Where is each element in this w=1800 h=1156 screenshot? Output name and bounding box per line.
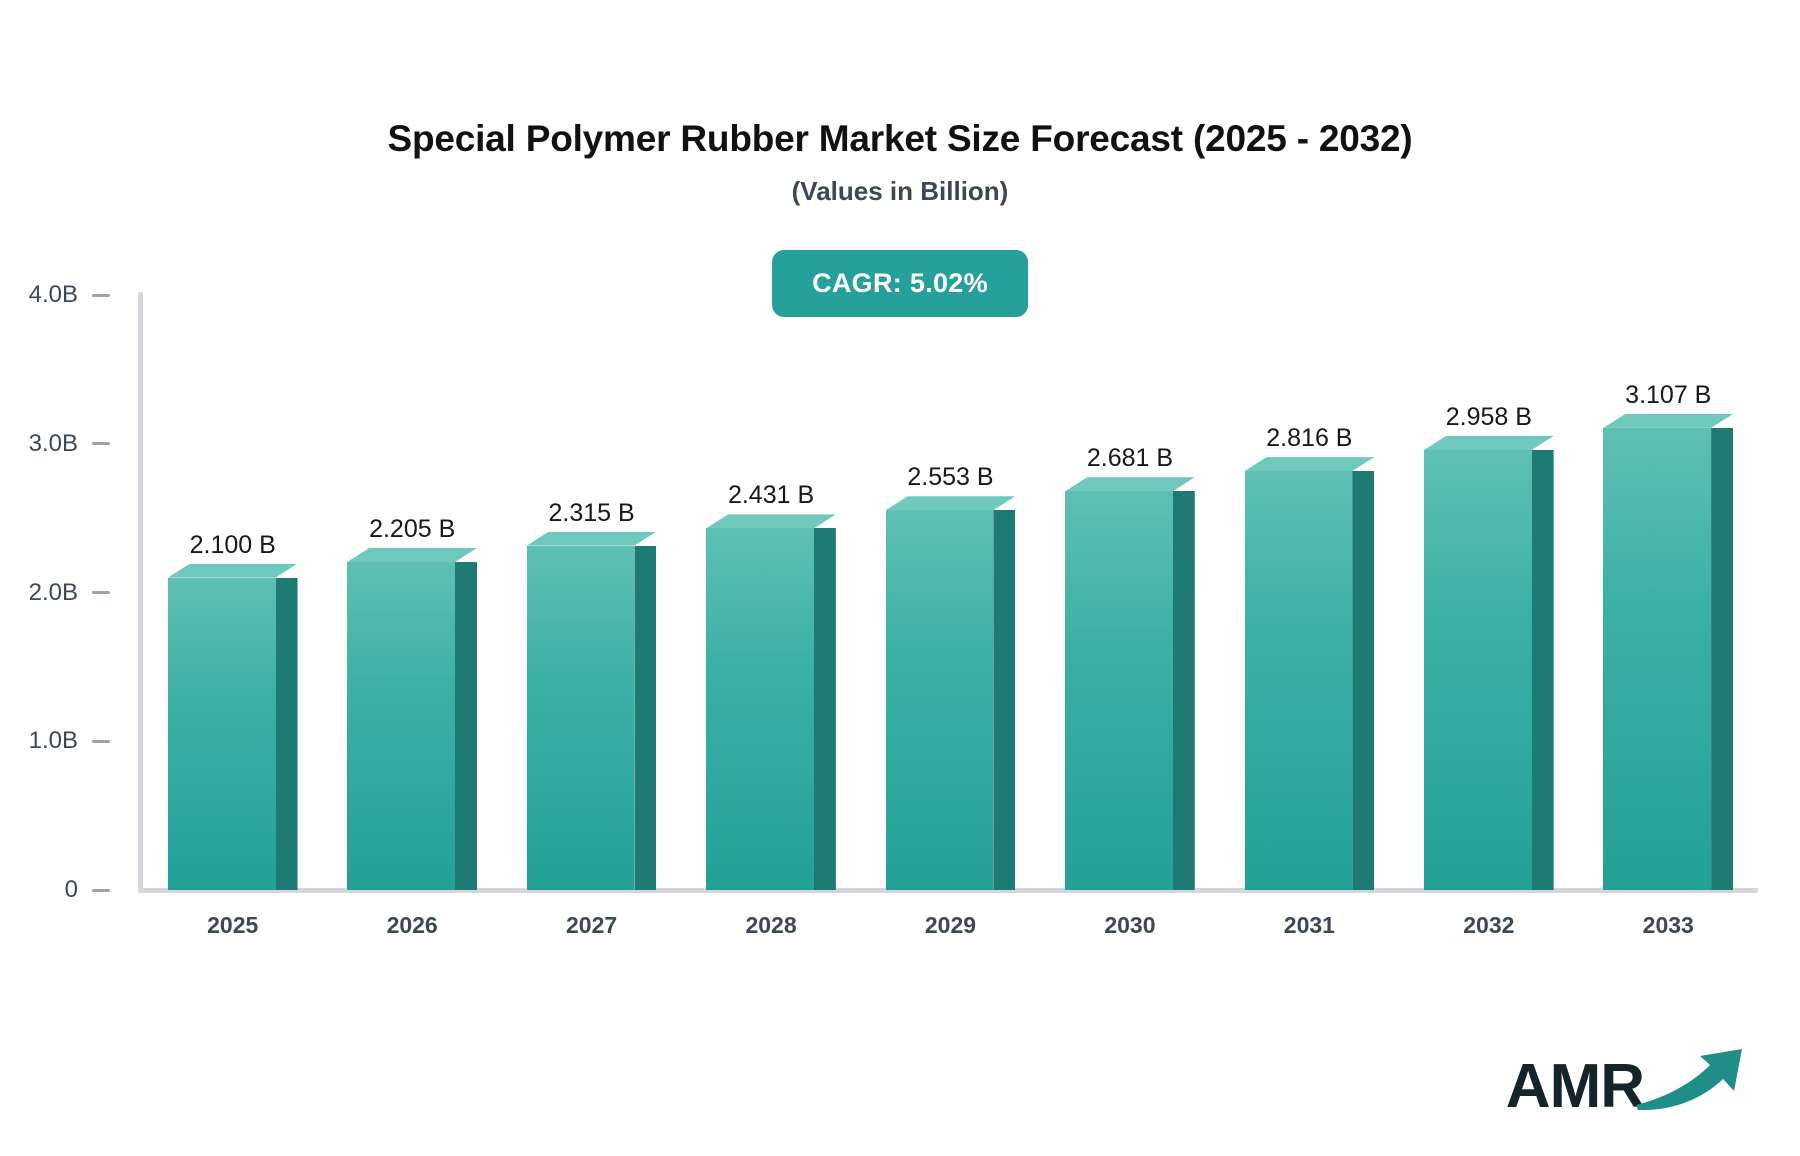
bar[interactable]: 2.816 B [1244, 424, 1375, 890]
bar-front-face [167, 577, 276, 890]
bar-value-label: 2.431 B [727, 481, 815, 510]
bar-side-face [993, 510, 1016, 890]
y-axis-tick-label: 0 [64, 876, 78, 903]
bar[interactable]: 2.100 B [167, 531, 298, 890]
bar[interactable]: 2.315 B [526, 499, 657, 890]
bar-value-label: 2.100 B [189, 530, 276, 559]
bar-side-face [1352, 471, 1375, 890]
y-axis-tick-mark [92, 591, 110, 594]
bar-front-face [1244, 471, 1353, 890]
bar-top-face [886, 496, 1016, 510]
bar-top-face [1424, 436, 1554, 450]
x-axis-label: 2028 [745, 912, 797, 938]
bar-top-face [1065, 477, 1195, 491]
growth-arrow-icon [1630, 1043, 1748, 1116]
y-axis-tick-mark [92, 442, 110, 446]
x-axis-label: 2025 [207, 912, 259, 938]
amr-wordmark: AMR [1505, 1052, 1645, 1121]
bar-top-face [168, 564, 298, 578]
bar-side-face [1531, 450, 1554, 890]
x-axis-label: 2031 [1283, 912, 1335, 938]
bar-value-label: 2.205 B [369, 515, 456, 544]
bar-value-label: 2.315 B [548, 498, 635, 527]
chart-subtitle: (Values in Billion) [791, 176, 1009, 206]
x-axis-label: 2027 [566, 912, 618, 938]
bar[interactable]: 3.107 B [1603, 381, 1734, 890]
y-axis-tick-mark [92, 739, 110, 743]
y-axis-tick: 1.0B [29, 727, 110, 755]
bar-front-face [1065, 491, 1173, 890]
y-axis-tick: 2.0B [29, 579, 110, 607]
bar[interactable]: 2.205 B [347, 515, 477, 890]
bar-side-face [634, 545, 657, 890]
bar-top-face [706, 514, 836, 528]
bar-front-face [1424, 450, 1532, 890]
bar-value-label: 3.107 B [1625, 380, 1712, 409]
bar-top-face [1603, 414, 1733, 428]
x-axis-label: 2029 [924, 912, 977, 938]
x-axis-label: 2033 [1642, 912, 1694, 938]
bar[interactable]: 2.681 B [1065, 444, 1195, 890]
bar-series: 2.100 B 2.205 B 2.315 B 2.431 B 2.553 B 2.681… [143, 288, 1758, 890]
bar-top-face [1245, 457, 1375, 471]
bar-front-face [1603, 427, 1712, 890]
y-axis-tick-label: 1.0B [28, 727, 78, 755]
amr-logo: AMR [1506, 1043, 1748, 1118]
bar-value-label: 2.816 B [1266, 424, 1353, 453]
y-axis-line [138, 292, 143, 892]
bar-side-face [275, 577, 298, 890]
y-axis-tick-label: 3.0B [28, 429, 78, 457]
chart-title: Special Polymer Rubber Market Size Forec… [387, 118, 1413, 159]
bar-value-label: 2.681 B [1086, 444, 1174, 473]
y-axis-tick-label: 4.0B [28, 281, 78, 308]
bar-top-face [527, 532, 657, 546]
bar-side-face [813, 528, 836, 890]
x-axis-label: 2026 [386, 912, 438, 938]
bar-value-label: 2.553 B [907, 463, 994, 492]
bar-value-label: 2.958 B [1445, 403, 1532, 431]
bar[interactable]: 2.553 B [885, 463, 1016, 890]
bar-front-face [526, 545, 635, 890]
y-axis-tick: 4.0B [29, 281, 110, 309]
x-axis-label: 2032 [1463, 912, 1515, 938]
y-axis-tick-label: 2.0B [28, 578, 78, 606]
bar[interactable]: 2.958 B [1424, 403, 1554, 890]
y-axis-tick-mark [92, 888, 110, 892]
y-axis-tick: 0 [65, 876, 110, 904]
y-axis-tick: 3.0B [29, 430, 110, 458]
bar-side-face [1172, 491, 1195, 890]
x-axis-label: 2030 [1104, 912, 1156, 938]
y-axis-tick-mark [92, 293, 110, 297]
x-axis-line [138, 888, 1758, 893]
bar-side-face [454, 562, 477, 890]
bar-side-face [1711, 427, 1734, 890]
bar-front-face [885, 510, 994, 890]
bar-front-face [706, 528, 814, 890]
bar-front-face [347, 562, 455, 890]
bar[interactable]: 2.431 B [706, 481, 836, 890]
cagr-badge: CAGR: 5.02% [772, 250, 1028, 317]
bar-top-face [347, 548, 477, 562]
